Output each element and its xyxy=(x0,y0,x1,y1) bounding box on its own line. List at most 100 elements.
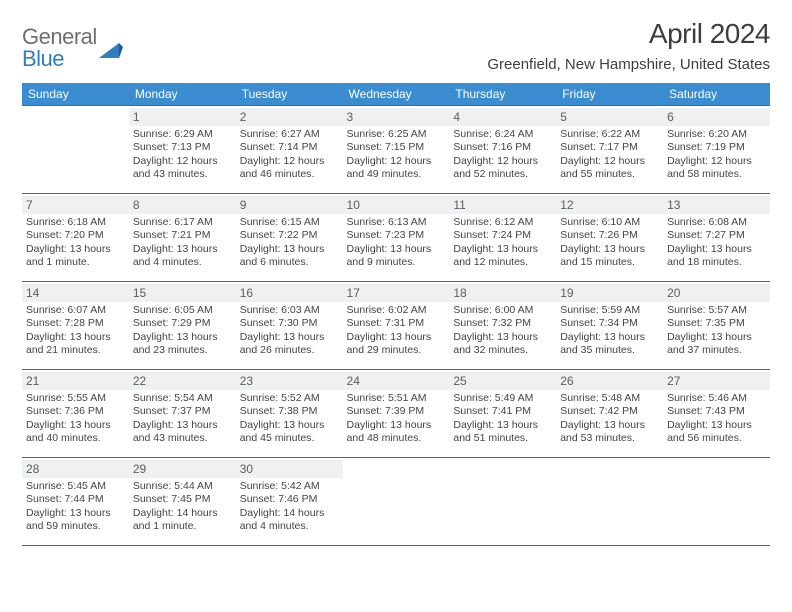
day-number: 16 xyxy=(236,284,343,302)
day-number: 30 xyxy=(236,460,343,478)
calendar-day-cell: 7Sunrise: 6:18 AMSunset: 7:20 PMDaylight… xyxy=(22,194,129,282)
calendar-day-cell: 12Sunrise: 6:10 AMSunset: 7:26 PMDayligh… xyxy=(556,194,663,282)
calendar-week-row: 21Sunrise: 5:55 AMSunset: 7:36 PMDayligh… xyxy=(22,370,770,458)
calendar-week-row: 7Sunrise: 6:18 AMSunset: 7:20 PMDaylight… xyxy=(22,194,770,282)
day-detail: Sunrise: 6:13 AMSunset: 7:23 PMDaylight:… xyxy=(347,216,446,270)
day-detail: Sunrise: 6:20 AMSunset: 7:19 PMDaylight:… xyxy=(667,128,766,182)
day-number: 14 xyxy=(22,284,129,302)
calendar-day-cell: 15 Sunrise: 6:05 AMSunset: 7:29 PMDayligh… xyxy=(129,282,236,370)
day-number: 27 xyxy=(663,372,770,390)
day-detail: Sunrise: 6:03 AMSunset: 7:30 PMDaylight:… xyxy=(240,304,339,358)
day-number: 20 xyxy=(663,284,770,302)
day-number: 2 xyxy=(236,108,343,126)
day-number: 18 xyxy=(449,284,556,302)
day-number: 9 xyxy=(236,196,343,214)
day-detail: Sunrise: 6:07 AMSunset: 7:28 PMDaylight:… xyxy=(26,304,125,358)
day-detail: Sunrise: 6:05 AMSunset: 7:29 PMDaylight:… xyxy=(133,304,232,358)
day-detail: Sunrise: 6:00 AMSunset: 7:32 PMDaylight:… xyxy=(453,304,552,358)
calendar-day-cell: 29 Sunrise: 5:44 AMSunset: 7:45 PMDayligh… xyxy=(129,458,236,546)
calendar-day-cell: 6 Sunrise: 6:20 AMSunset: 7:19 PMDaylight… xyxy=(663,106,770,194)
calendar-day-cell: 17 Sunrise: 6:02 AMSunset: 7:31 PMDayligh… xyxy=(343,282,450,370)
day-number: 1 xyxy=(129,108,236,126)
calendar-day-cell: 19Sunrise: 5:59 AMSunset: 7:34 PMDayligh… xyxy=(556,282,663,370)
calendar-day-cell xyxy=(556,458,663,546)
calendar-day-cell: 28 Sunrise: 5:45 AMSunset: 7:44 PMDayligh… xyxy=(22,458,129,546)
weekday-header: Thursday xyxy=(449,83,556,106)
day-detail: Sunrise: 5:59 AMSunset: 7:34 PMDaylight:… xyxy=(560,304,659,358)
day-detail: Sunrise: 6:22 AMSunset: 7:17 PMDaylight:… xyxy=(560,128,659,182)
calendar-day-cell: 13 Sunrise: 6:08 AMSunset: 7:27 PMDayligh… xyxy=(663,194,770,282)
day-number: 15 xyxy=(129,284,236,302)
day-number: 6 xyxy=(663,108,770,126)
day-number: 7 xyxy=(22,196,129,214)
day-detail: Sunrise: 5:45 AMSunset: 7:44 PMDaylight:… xyxy=(26,480,125,534)
logo-line2: Blue xyxy=(22,46,97,72)
calendar-day-cell: 24Sunrise: 5:51 AMSunset: 7:39 PMDayligh… xyxy=(343,370,450,458)
calendar-day-cell: 27 Sunrise: 5:46 AMSunset: 7:43 PMDayligh… xyxy=(663,370,770,458)
day-detail: Sunrise: 6:27 AMSunset: 7:14 PMDaylight:… xyxy=(240,128,339,182)
calendar-day-cell: 2 Sunrise: 6:27 AMSunset: 7:14 PMDaylight… xyxy=(236,106,343,194)
day-detail: Sunrise: 6:15 AMSunset: 7:22 PMDaylight:… xyxy=(240,216,339,270)
weekday-header: Saturday xyxy=(663,83,770,106)
day-detail: Sunrise: 5:49 AMSunset: 7:41 PMDaylight:… xyxy=(453,392,552,446)
day-detail: Sunrise: 5:48 AMSunset: 7:42 PMDaylight:… xyxy=(560,392,659,446)
calendar-day-cell: 20 Sunrise: 5:57 AMSunset: 7:35 PMDayligh… xyxy=(663,282,770,370)
header: General Blue April 2024 Greenfield, New … xyxy=(0,0,792,73)
calendar-day-cell: 25 Sunrise: 5:49 AMSunset: 7:41 PMDayligh… xyxy=(449,370,556,458)
day-number: 10 xyxy=(343,196,450,214)
day-detail: Sunrise: 5:55 AMSunset: 7:36 PMDaylight:… xyxy=(26,392,125,446)
page-title: April 2024 xyxy=(487,18,770,50)
calendar-table: SundayMondayTuesdayWednesdayThursdayFrid… xyxy=(22,83,770,546)
calendar-day-cell: 4 Sunrise: 6:24 AMSunset: 7:16 PMDaylight… xyxy=(449,106,556,194)
day-number: 4 xyxy=(449,108,556,126)
calendar-day-cell xyxy=(22,106,129,194)
day-number: 26 xyxy=(556,372,663,390)
calendar-day-cell: 14 Sunrise: 6:07 AMSunset: 7:28 PMDayligh… xyxy=(22,282,129,370)
logo-triangle-icon xyxy=(99,40,123,58)
day-detail: Sunrise: 6:24 AMSunset: 7:16 PMDaylight:… xyxy=(453,128,552,182)
day-number: 3 xyxy=(343,108,450,126)
calendar-day-cell: 26 Sunrise: 5:48 AMSunset: 7:42 PMDayligh… xyxy=(556,370,663,458)
day-number: 23 xyxy=(236,372,343,390)
weekday-header: Tuesday xyxy=(236,83,343,106)
weekday-header: Wednesday xyxy=(343,83,450,106)
day-detail: Sunrise: 5:54 AMSunset: 7:37 PMDaylight:… xyxy=(133,392,232,446)
weekday-header: Monday xyxy=(129,83,236,106)
logo-text: General Blue xyxy=(22,24,97,72)
day-detail: Sunrise: 5:46 AMSunset: 7:43 PMDaylight:… xyxy=(667,392,766,446)
day-number: 12 xyxy=(556,196,663,214)
calendar-day-cell: 5 Sunrise: 6:22 AMSunset: 7:17 PMDaylight… xyxy=(556,106,663,194)
weekday-header: Sunday xyxy=(22,83,129,106)
day-detail: Sunrise: 6:02 AMSunset: 7:31 PMDaylight:… xyxy=(347,304,446,358)
calendar-day-cell xyxy=(663,458,770,546)
day-number: 28 xyxy=(22,460,129,478)
day-detail: Sunrise: 6:08 AMSunset: 7:27 PMDaylight:… xyxy=(667,216,766,270)
logo: General Blue xyxy=(22,24,123,72)
day-number: 8 xyxy=(129,196,236,214)
day-detail: Sunrise: 5:51 AMSunset: 7:39 PMDaylight:… xyxy=(347,392,446,446)
day-detail: Sunrise: 5:52 AMSunset: 7:38 PMDaylight:… xyxy=(240,392,339,446)
day-number: 25 xyxy=(449,372,556,390)
calendar-week-row: 14 Sunrise: 6:07 AMSunset: 7:28 PMDayligh… xyxy=(22,282,770,370)
day-detail: Sunrise: 6:25 AMSunset: 7:15 PMDaylight:… xyxy=(347,128,446,182)
day-detail: Sunrise: 5:57 AMSunset: 7:35 PMDaylight:… xyxy=(667,304,766,358)
calendar-day-cell: 18 Sunrise: 6:00 AMSunset: 7:32 PMDayligh… xyxy=(449,282,556,370)
day-number: 22 xyxy=(129,372,236,390)
calendar-day-cell: 11Sunrise: 6:12 AMSunset: 7:24 PMDayligh… xyxy=(449,194,556,282)
day-number: 13 xyxy=(663,196,770,214)
weekday-header: Friday xyxy=(556,83,663,106)
day-detail: Sunrise: 6:17 AMSunset: 7:21 PMDaylight:… xyxy=(133,216,232,270)
calendar-day-cell: 8 Sunrise: 6:17 AMSunset: 7:21 PMDaylight… xyxy=(129,194,236,282)
day-detail: Sunrise: 5:44 AMSunset: 7:45 PMDaylight:… xyxy=(133,480,232,534)
calendar-day-cell: 1 Sunrise: 6:29 AMSunset: 7:13 PMDaylight… xyxy=(129,106,236,194)
header-right: April 2024 Greenfield, New Hampshire, Un… xyxy=(487,18,770,73)
weekday-header-row: SundayMondayTuesdayWednesdayThursdayFrid… xyxy=(22,83,770,106)
day-detail: Sunrise: 6:29 AMSunset: 7:13 PMDaylight:… xyxy=(133,128,232,182)
day-number: 29 xyxy=(129,460,236,478)
day-number: 17 xyxy=(343,284,450,302)
day-number: 5 xyxy=(556,108,663,126)
calendar-day-cell: 23 Sunrise: 5:52 AMSunset: 7:38 PMDayligh… xyxy=(236,370,343,458)
calendar-week-row: 28 Sunrise: 5:45 AMSunset: 7:44 PMDayligh… xyxy=(22,458,770,546)
calendar-day-cell: 30Sunrise: 5:42 AMSunset: 7:46 PMDayligh… xyxy=(236,458,343,546)
calendar-day-cell: 16 Sunrise: 6:03 AMSunset: 7:30 PMDayligh… xyxy=(236,282,343,370)
